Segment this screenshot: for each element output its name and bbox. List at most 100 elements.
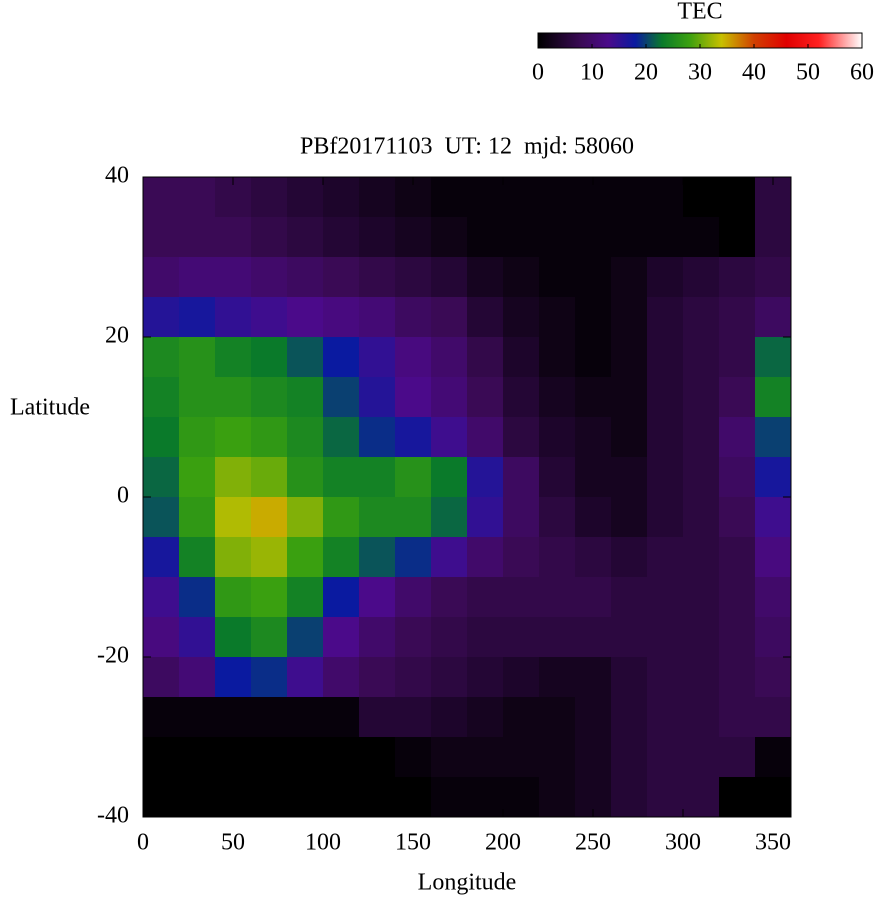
heat-cell xyxy=(611,217,648,258)
heat-cell xyxy=(503,297,540,338)
heat-cell xyxy=(143,257,180,298)
heat-cell xyxy=(755,217,792,258)
heat-cell xyxy=(647,377,684,418)
heat-cell xyxy=(323,657,360,698)
heat-cell xyxy=(467,377,504,418)
heat-cell xyxy=(179,417,216,458)
heat-cell xyxy=(719,337,756,378)
heat-cell xyxy=(431,177,468,218)
heat-cell xyxy=(359,257,396,298)
chart-title: PBf20171103 UT: 12 mjd: 58060 xyxy=(300,134,634,160)
heat-cell xyxy=(611,497,648,538)
heat-cell xyxy=(395,657,432,698)
heat-cell xyxy=(359,777,396,818)
heat-cell xyxy=(575,657,612,698)
heat-cell xyxy=(287,657,324,698)
heat-cell xyxy=(179,697,216,738)
heat-cell xyxy=(467,497,504,538)
heat-cell xyxy=(539,737,576,778)
heat-cell xyxy=(611,777,648,818)
heat-cell xyxy=(719,297,756,338)
heat-cell xyxy=(359,617,396,658)
heat-cell xyxy=(323,777,360,818)
heat-cell xyxy=(539,497,576,538)
heat-cell xyxy=(215,657,252,698)
heat-cell xyxy=(467,417,504,458)
heat-cell xyxy=(719,177,756,218)
heat-cell xyxy=(683,177,720,218)
heat-cell xyxy=(143,537,180,578)
heat-cell xyxy=(719,497,756,538)
heat-cell xyxy=(431,377,468,418)
heat-cell xyxy=(539,177,576,218)
heat-cell xyxy=(359,697,396,738)
heat-cell xyxy=(215,617,252,658)
heat-cell xyxy=(647,697,684,738)
heat-cell xyxy=(575,337,612,378)
heat-cell xyxy=(467,577,504,618)
heat-cell xyxy=(431,497,468,538)
heat-cell xyxy=(683,497,720,538)
heat-cell xyxy=(647,257,684,298)
heat-cell xyxy=(251,537,288,578)
heat-cell xyxy=(359,217,396,258)
heat-cell xyxy=(467,297,504,338)
heat-cell xyxy=(575,297,612,338)
x-tick-label: 300 xyxy=(665,830,701,856)
heat-cell xyxy=(395,217,432,258)
colorbar-tick-label: 20 xyxy=(634,60,658,86)
heat-cell xyxy=(287,737,324,778)
heat-cell xyxy=(287,337,324,378)
heat-cell xyxy=(503,657,540,698)
heat-cell xyxy=(467,617,504,658)
heat-cell xyxy=(251,737,288,778)
heat-cell xyxy=(683,657,720,698)
heat-cell xyxy=(251,617,288,658)
heat-cell xyxy=(215,337,252,378)
heat-cell xyxy=(539,337,576,378)
heat-cell xyxy=(467,457,504,498)
heat-cell xyxy=(575,417,612,458)
heat-cell xyxy=(179,737,216,778)
heat-cell xyxy=(179,177,216,218)
heat-cell xyxy=(611,697,648,738)
colorbar-title: TEC xyxy=(677,0,722,25)
heat-cell xyxy=(539,697,576,738)
heat-cell xyxy=(359,177,396,218)
heat-cell xyxy=(575,377,612,418)
heat-cell xyxy=(503,697,540,738)
heat-cell xyxy=(143,377,180,418)
heat-cell xyxy=(611,337,648,378)
heat-cell xyxy=(431,537,468,578)
heat-cell xyxy=(755,737,792,778)
heat-cell xyxy=(575,457,612,498)
heat-cell xyxy=(503,737,540,778)
heat-cell xyxy=(503,417,540,458)
heat-cell xyxy=(323,377,360,418)
heat-cell xyxy=(539,457,576,498)
heat-cell xyxy=(683,257,720,298)
heat-cell xyxy=(503,177,540,218)
heat-cell xyxy=(395,617,432,658)
heat-cell xyxy=(755,457,792,498)
heat-cell xyxy=(647,217,684,258)
heat-cell xyxy=(395,697,432,738)
heat-cell xyxy=(179,377,216,418)
heat-cell xyxy=(359,577,396,618)
heat-cell xyxy=(467,537,504,578)
heat-cell xyxy=(467,217,504,258)
heat-cell xyxy=(503,457,540,498)
heat-cell xyxy=(179,577,216,618)
heat-cell xyxy=(503,217,540,258)
heat-cell xyxy=(287,697,324,738)
heat-cell xyxy=(431,697,468,738)
heat-cell xyxy=(215,217,252,258)
heat-cell xyxy=(287,217,324,258)
heat-cell xyxy=(215,377,252,418)
y-axis-label: Latitude xyxy=(10,395,90,421)
heat-cell xyxy=(755,257,792,298)
heat-cell xyxy=(611,617,648,658)
heat-cell xyxy=(395,377,432,418)
heat-cell xyxy=(323,177,360,218)
heat-cell xyxy=(539,617,576,658)
